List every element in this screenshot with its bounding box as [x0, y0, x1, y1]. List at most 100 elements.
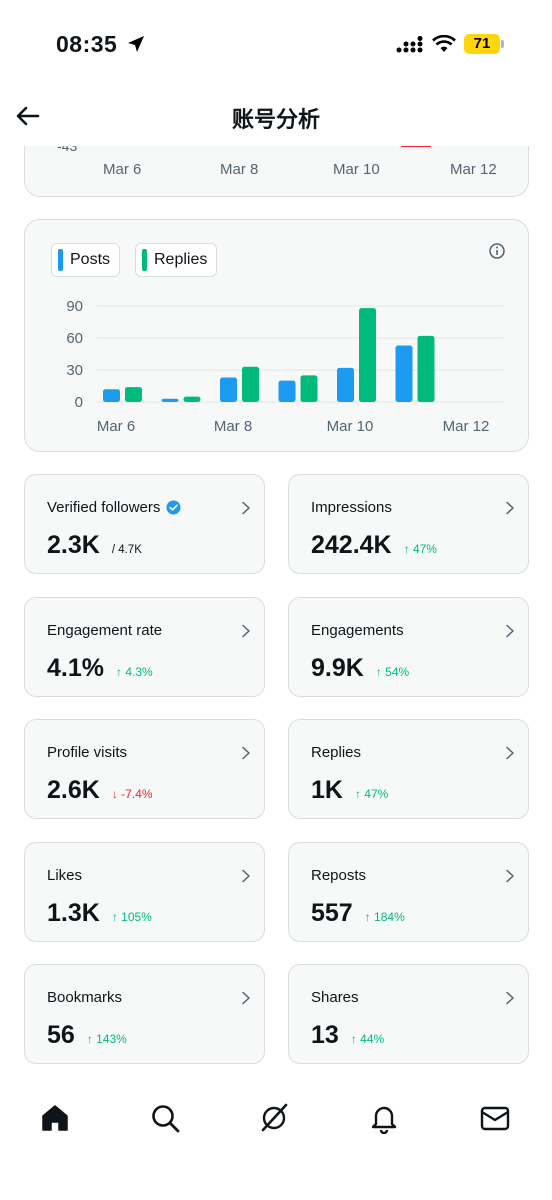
legend-label: Posts [70, 251, 111, 268]
metric-label-row: Likes [47, 867, 82, 884]
chevron-right-icon [242, 991, 250, 1005]
metric-value-row: 242.4K ↑ 47% [311, 531, 437, 560]
metric-value: 2.3K [47, 531, 100, 559]
home-icon[interactable] [39, 1102, 71, 1134]
y-tick-label: 60 [66, 330, 83, 347]
metric-label: Shares [311, 989, 359, 1006]
metric-card[interactable]: Engagements 9.9K ↑ 54% [288, 597, 529, 697]
x-tick-label: Mar 10 [327, 418, 374, 435]
metric-card[interactable]: Likes 1.3K ↑ 105% [24, 842, 265, 942]
metric-label: Reposts [311, 867, 367, 884]
metric-card[interactable]: Verified followers 2.3K / 4.7K [24, 474, 265, 574]
metric-label-row: Engagements [311, 622, 404, 639]
metric-change: ↑ 4.3% [115, 665, 153, 679]
chevron-right-icon [506, 746, 514, 760]
metric-change: ↑ 184% [364, 910, 405, 924]
metric-label: Bookmarks [47, 989, 123, 1006]
battery-tip [501, 40, 504, 48]
bar-posts [278, 380, 296, 402]
chevron-right-icon [242, 501, 250, 515]
bar-replies [417, 335, 435, 402]
metric-label-row: Engagement rate [47, 622, 162, 639]
metric-card[interactable]: Shares 13 ↑ 44% [288, 964, 529, 1064]
bell-icon[interactable] [368, 1102, 400, 1134]
metric-total: / 4.7K [111, 544, 142, 556]
bar-replies [300, 375, 318, 402]
wifi-icon [432, 35, 456, 52]
info-icon[interactable] [488, 242, 506, 260]
metric-label-row: Verified followers [47, 499, 181, 516]
chevron-right-icon [506, 869, 514, 883]
metric-value-row: 1K ↑ 47% [311, 776, 388, 805]
metric-card[interactable]: Profile visits 2.6K ↓ -7.4% [24, 719, 265, 819]
metric-value: 2.6K [47, 776, 100, 804]
metric-value: 13 [311, 1021, 339, 1049]
metric-card[interactable]: Replies 1K ↑ 47% [288, 719, 529, 819]
page-header: 账号分析 [0, 92, 552, 140]
metric-label: Profile visits [47, 744, 128, 761]
metric-change: ↑ 54% [375, 665, 410, 679]
bar-chart: 0 30 60 90 Mar 6 Mar 8 Mar 10 Mar 12 [66, 298, 503, 435]
metric-value-row: 4.1% ↑ 4.3% [47, 654, 153, 683]
x-tick-label: Mar 6 [97, 418, 135, 435]
metric-label: Engagements [311, 622, 404, 639]
x-tick: Mar 12 [450, 161, 497, 178]
bar-replies [242, 366, 259, 402]
metric-value-row: 9.9K ↑ 54% [311, 654, 409, 683]
chevron-right-icon [506, 991, 514, 1005]
metric-change: ↓ -7.4% [111, 787, 153, 801]
legend-posts[interactable]: Posts [51, 243, 121, 277]
back-arrow-icon[interactable] [14, 102, 42, 130]
metric-value: 4.1% [47, 654, 104, 682]
metric-label: Likes [47, 867, 83, 884]
metric-value-row: 1.3K ↑ 105% [47, 899, 152, 928]
grok-icon[interactable] [258, 1102, 290, 1134]
mail-icon[interactable] [479, 1102, 511, 1134]
chevron-right-icon [242, 746, 250, 760]
bar-replies [125, 387, 142, 402]
metric-value: 1.3K [47, 899, 100, 927]
metric-label-row: Reposts [311, 867, 366, 884]
search-icon[interactable] [149, 1102, 181, 1134]
page-title: 账号分析 [231, 108, 320, 133]
bar-posts [220, 377, 237, 402]
metric-label-row: Impressions [311, 499, 392, 516]
metric-card[interactable]: Engagement rate 4.1% ↑ 4.3% [24, 597, 265, 697]
metric-value: 1K [311, 776, 343, 804]
metric-label-row: Replies [311, 744, 361, 761]
battery-level: 71 [464, 34, 500, 54]
y-tick-label: 30 [66, 362, 83, 379]
x-tick-label: Mar 12 [443, 418, 490, 435]
metric-card[interactable]: Bookmarks 56 ↑ 143% [24, 964, 265, 1064]
metric-change: ↑ 105% [111, 910, 152, 924]
metric-change: ↑ 47% [403, 542, 437, 556]
metric-value-row: 2.6K ↓ -7.4% [47, 776, 153, 805]
metric-card[interactable]: Reposts 557 ↑ 184% [288, 842, 529, 942]
metric-card[interactable]: Impressions 242.4K ↑ 47% [288, 474, 529, 574]
metric-change: ↑ 44% [350, 1032, 385, 1046]
metric-label-row: Profile visits [47, 744, 127, 761]
legend-replies[interactable]: Replies [135, 243, 218, 277]
cellular-signal-icon [396, 36, 423, 53]
metric-value-row: 557 ↑ 184% [311, 899, 405, 928]
metric-change: ↑ 47% [354, 787, 389, 801]
metric-label-row: Shares [311, 989, 359, 1006]
header-background [0, 0, 552, 146]
metric-label: Impressions [311, 499, 392, 516]
negative-bar-mark [401, 145, 431, 147]
metric-value-row: 13 ↑ 44% [311, 1021, 384, 1050]
x-tick: Mar 6 [103, 161, 142, 178]
bar-replies [359, 308, 376, 402]
status-bar: 08:35 71 [0, 0, 552, 90]
legend-swatch-replies [142, 249, 147, 271]
metric-label: Engagement rate [47, 622, 163, 639]
metric-value-row: 2.3K / 4.7K [47, 531, 142, 560]
battery-indicator: 71 [464, 34, 504, 54]
posts-replies-chart-card: Posts Replies 0 30 60 90 Mar 6 Mar 8 Mar 10 Mar… [24, 219, 529, 452]
location-arrow-icon [128, 36, 144, 52]
x-tick: Mar 10 [333, 161, 380, 178]
bar-posts [161, 398, 179, 402]
metric-value-row: 56 ↑ 143% [47, 1021, 127, 1050]
metric-label: Verified followers [47, 499, 161, 516]
bottom-navigation [0, 1086, 552, 1156]
